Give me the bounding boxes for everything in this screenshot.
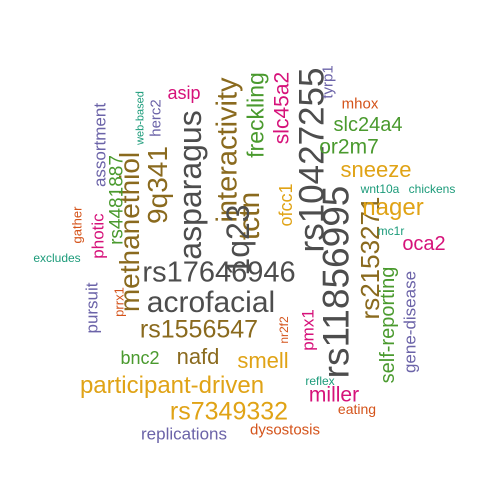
word-9q341: 9q341 (142, 146, 173, 224)
word-eating: eating (337, 401, 377, 417)
word-herc2: herc2 (147, 99, 165, 137)
word-oca2: oca2 (402, 233, 446, 255)
word-mhox: mhox (341, 95, 379, 113)
word-rs1556547: rs1556547 (139, 315, 259, 344)
word-nager: nager (362, 194, 424, 221)
word-slc45a2: slc45a2 (270, 71, 294, 145)
word-nr2f2: nr2f2 (277, 316, 291, 344)
word-excludes: excludes (33, 251, 81, 265)
word-prrx1: prrx1 (111, 287, 127, 317)
word-dysostosis: dysostosis (249, 421, 321, 439)
word-self-reporting: self-reporting (377, 266, 399, 384)
word-ofcc1: ofcc1 (276, 183, 296, 227)
word-replications: replications (141, 424, 227, 444)
word-tyrp1: tyrp1 (319, 65, 337, 99)
word-or2m7: or2m7 (319, 135, 379, 159)
word-sneeze: sneeze (340, 157, 412, 182)
word-reflex: reflex (305, 374, 335, 388)
word-rs4481887: rs4481887 (106, 155, 128, 245)
word-gather: gather (69, 206, 85, 244)
word-wnt10a: wnt10a (360, 182, 400, 196)
word-mc1r: mc1r (377, 224, 405, 238)
word-web-based: web-based (134, 91, 147, 145)
word-pursuit: pursuit (82, 282, 102, 334)
word-pmx1: pmx1 (298, 309, 318, 351)
word-smell: smell (237, 348, 289, 373)
word-gene-disease: gene-disease (400, 270, 420, 374)
word-participant-driven: participant-driven (79, 372, 265, 399)
word-photic: photic (88, 213, 108, 259)
word-assortment: assortment (90, 102, 110, 188)
word-rs11856995: rs11856995 (315, 185, 357, 379)
word-nafd: nafd (176, 344, 220, 369)
word-rs17646946: rs17646946 (142, 256, 296, 289)
word-asparagus: asparagus (172, 110, 208, 260)
word-rs7349332: rs7349332 (169, 397, 289, 426)
word-freckling: freckling (242, 72, 269, 158)
word-miller: miller (308, 383, 360, 407)
word-chickens: chickens (408, 182, 456, 196)
word-bnc2: bnc2 (120, 348, 160, 368)
word-asip: asip (167, 83, 201, 103)
word-slc24a4: slc24a4 (333, 114, 403, 136)
word-acrofacial: acrofacial (146, 286, 276, 319)
